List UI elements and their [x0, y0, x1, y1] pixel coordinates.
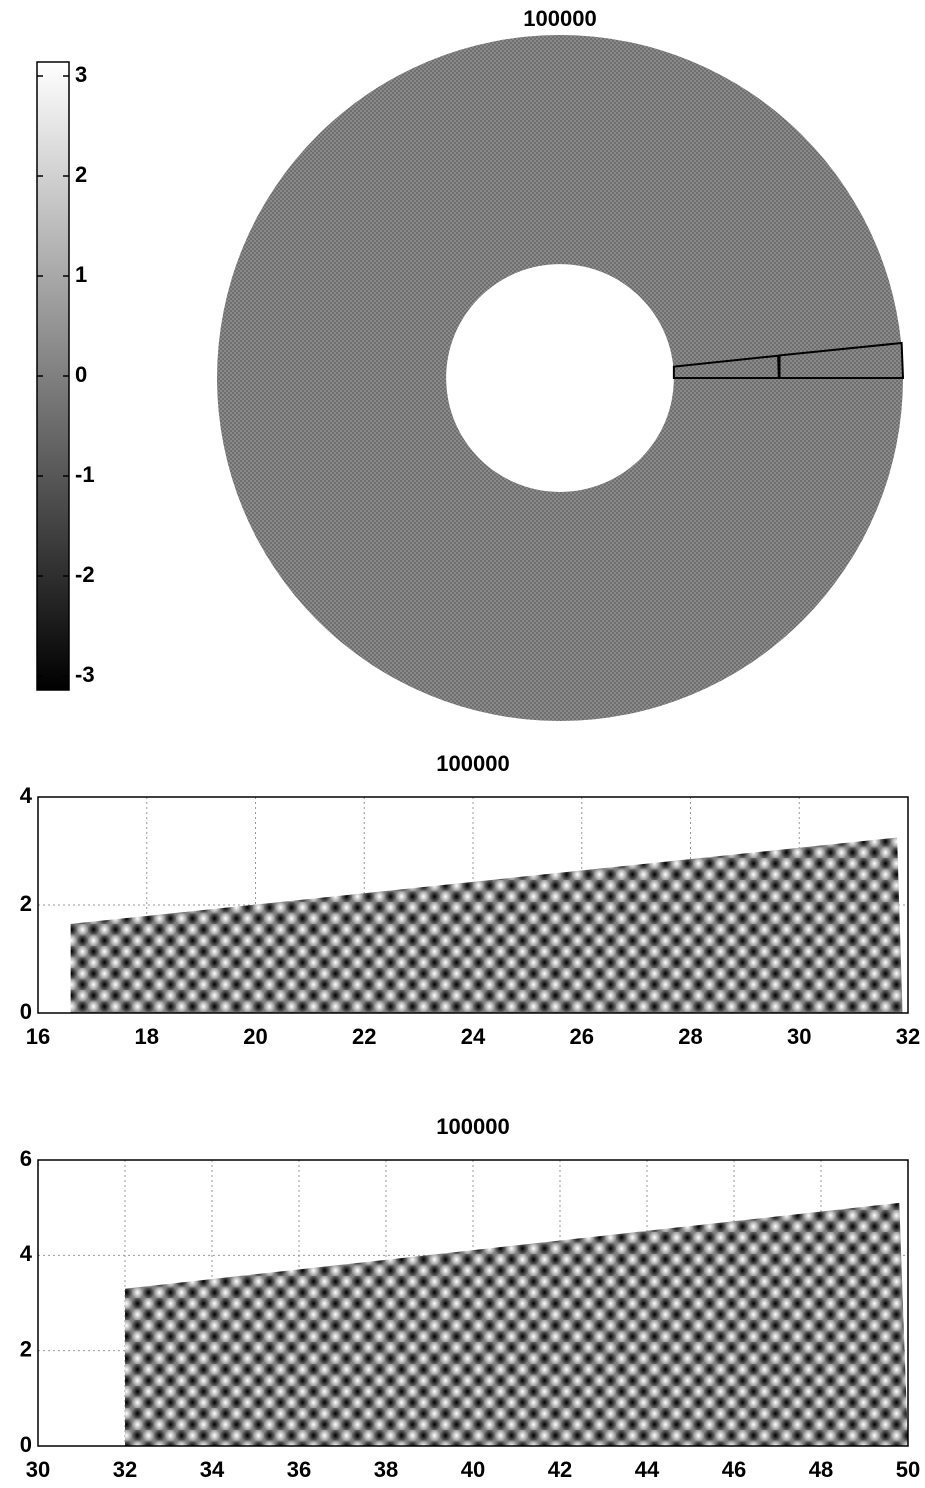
colorbar-tick-label: -3: [75, 662, 95, 687]
x-tick-label: 30: [26, 1457, 50, 1482]
axes-box: [37, 1159, 909, 1447]
y-tick-label: 2: [20, 1336, 32, 1361]
colorbar-tick-label: 1: [75, 262, 87, 287]
x-tick-label: 44: [635, 1457, 660, 1482]
colorbar-tick-label: -2: [75, 562, 95, 587]
y-tick-label: 0: [20, 1432, 32, 1457]
annulus: [217, 35, 903, 721]
y-tick-label: 6: [20, 1146, 32, 1171]
x-tick-label: 34: [200, 1457, 225, 1482]
x-tick-label: 16: [26, 1024, 50, 1049]
x-tick-label: 26: [570, 1024, 594, 1049]
wave-region: [70, 837, 903, 1013]
title: 100000: [436, 751, 509, 776]
colorbar-tick-label: 2: [75, 162, 87, 187]
y-tick-label: 2: [20, 891, 32, 916]
zoom-outline: [778, 341, 905, 379]
x-tick-label: 30: [787, 1024, 811, 1049]
title: 100000: [436, 1114, 509, 1139]
x-tick-label: 36: [287, 1457, 311, 1482]
x-tick-label: 18: [135, 1024, 159, 1049]
x-tick-label: 48: [809, 1457, 833, 1482]
x-tick-label: 28: [678, 1024, 702, 1049]
y-tick-label: 0: [20, 999, 32, 1024]
colorbar-tick-label: 3: [75, 62, 87, 87]
x-tick-label: 38: [374, 1457, 398, 1482]
colorbar-tick-label: -1: [75, 462, 95, 487]
x-tick-label: 20: [243, 1024, 267, 1049]
x-tick-label: 50: [896, 1457, 920, 1482]
y-tick-label: 4: [20, 1241, 33, 1266]
x-tick-label: 24: [461, 1024, 486, 1049]
x-tick-label: 32: [113, 1457, 137, 1482]
title: 100000: [523, 6, 596, 31]
x-tick-label: 40: [461, 1457, 485, 1482]
colorbar-tick-label: 0: [75, 362, 87, 387]
wave-region: [125, 1202, 908, 1446]
x-tick-label: 22: [352, 1024, 376, 1049]
axes-box: [37, 796, 909, 1014]
x-tick-label: 42: [548, 1457, 572, 1482]
zoom-outline: [672, 354, 780, 379]
x-tick-label: 32: [896, 1024, 920, 1049]
y-tick-label: 4: [20, 783, 33, 808]
x-tick-label: 46: [722, 1457, 746, 1482]
